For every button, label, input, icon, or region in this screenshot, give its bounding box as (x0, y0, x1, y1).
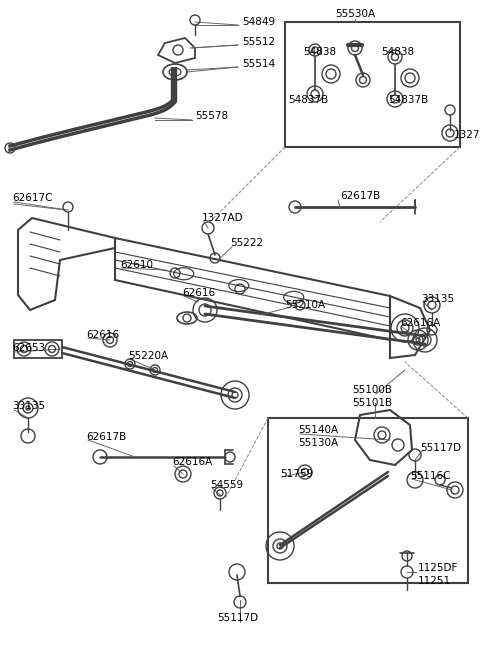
Text: 51759: 51759 (280, 469, 313, 479)
Text: 55220A: 55220A (128, 351, 168, 361)
Text: 55512: 55512 (242, 37, 275, 47)
Text: 55117D: 55117D (420, 443, 461, 453)
Text: 62616: 62616 (86, 330, 119, 340)
Text: 1327AD: 1327AD (202, 213, 244, 223)
Text: 62616A: 62616A (172, 457, 212, 467)
Text: 62617B: 62617B (86, 432, 126, 442)
Text: 54838: 54838 (382, 47, 415, 57)
Text: 55222: 55222 (230, 238, 263, 248)
Text: 62616A: 62616A (400, 318, 440, 328)
Text: 1327AD: 1327AD (454, 130, 480, 140)
Text: 62617C: 62617C (12, 193, 52, 203)
Text: 54837B: 54837B (388, 95, 428, 105)
Text: 55578: 55578 (195, 111, 228, 121)
Bar (285, 22, 460, 147)
Text: 62610: 62610 (120, 260, 153, 270)
Text: 33135: 33135 (421, 294, 454, 304)
Text: 11251: 11251 (418, 576, 451, 586)
Text: 55210A: 55210A (285, 300, 325, 310)
Text: 62617B: 62617B (340, 191, 380, 201)
Text: 55101B: 55101B (352, 398, 392, 408)
Text: 55514: 55514 (242, 59, 275, 69)
Text: 55100B: 55100B (352, 385, 392, 395)
Text: 55140A: 55140A (298, 425, 338, 435)
Text: 55130A: 55130A (298, 438, 338, 448)
Text: 54838: 54838 (303, 47, 336, 57)
Text: 33135: 33135 (12, 401, 45, 411)
Text: 62653: 62653 (12, 343, 45, 353)
Bar (268, 418, 468, 583)
Text: 55116C: 55116C (410, 471, 451, 481)
Text: 1125DF: 1125DF (418, 563, 458, 573)
Text: 62616: 62616 (182, 288, 215, 298)
Text: 55530A: 55530A (335, 9, 375, 19)
Text: 54849: 54849 (242, 17, 275, 27)
Text: 54559: 54559 (210, 480, 243, 490)
Text: 55117D: 55117D (217, 613, 259, 623)
Text: 54837B: 54837B (288, 95, 328, 105)
